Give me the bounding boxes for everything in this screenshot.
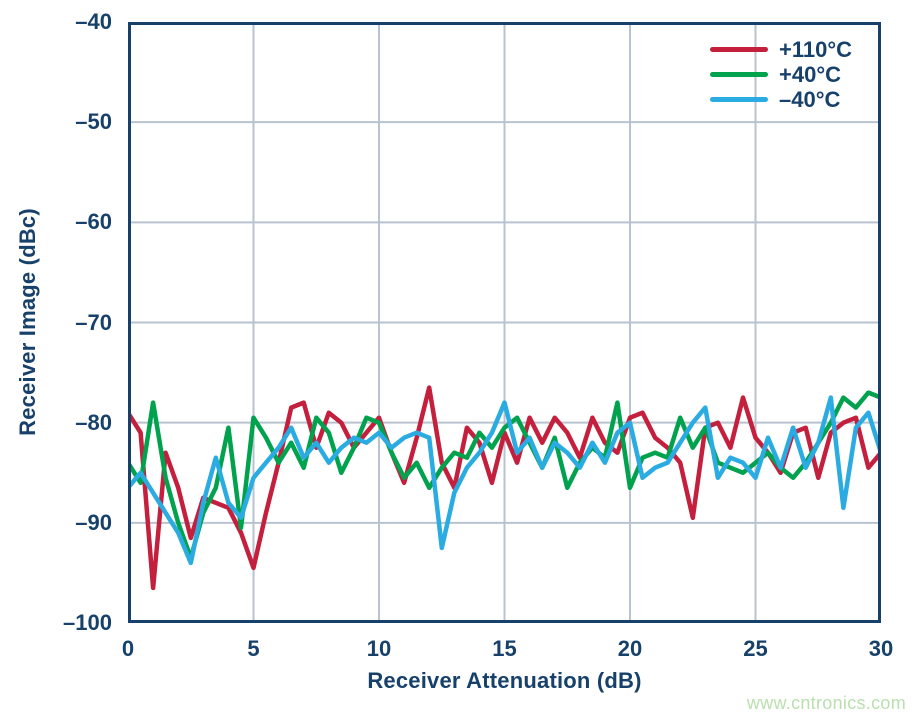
legend-line-swatch [710, 97, 768, 102]
legend-label: –40°C [779, 86, 841, 112]
legend-item: +40°C [710, 62, 852, 87]
legend-label: +110°C [779, 36, 853, 62]
watermark: www.cntronics.com [746, 693, 906, 713]
series-line-1 [128, 390, 881, 561]
x-tick-label: 10 [366, 636, 392, 661]
chart-canvas [128, 22, 881, 623]
x-tick-label: 0 [121, 636, 135, 661]
y-tick-label: –100 [63, 610, 112, 635]
legend-line-swatch [710, 72, 768, 77]
y-tick-label: –90 [75, 509, 112, 535]
y-tick-label: –50 [75, 109, 112, 135]
plot-frame [128, 22, 881, 623]
x-tick-label: 30 [868, 636, 894, 661]
series-line-2 [128, 395, 881, 566]
plot-area [128, 22, 881, 623]
y-tick-label: –60 [75, 209, 112, 235]
legend-item: +110°C [710, 37, 852, 62]
y-tick-label: –70 [75, 309, 112, 335]
x-tick-label: 15 [492, 636, 517, 661]
y-axis-title: Receiver Image (dBc) [15, 208, 40, 436]
x-axis-title: Receiver Attenuation (dB) [367, 668, 642, 693]
x-tick-label: 20 [617, 636, 643, 661]
series-line-0 [128, 385, 881, 591]
x-tick-label: 5 [247, 636, 260, 661]
y-tick-label: –80 [75, 409, 112, 435]
legend-line-swatch [710, 47, 768, 52]
x-tick-label: 25 [743, 636, 768, 661]
legend-item: –40°C [710, 87, 852, 112]
y-tick-label: –40 [75, 9, 112, 34]
legend: +110°C +40°C –40°C [710, 37, 852, 112]
legend-label: +40°C [779, 61, 842, 87]
